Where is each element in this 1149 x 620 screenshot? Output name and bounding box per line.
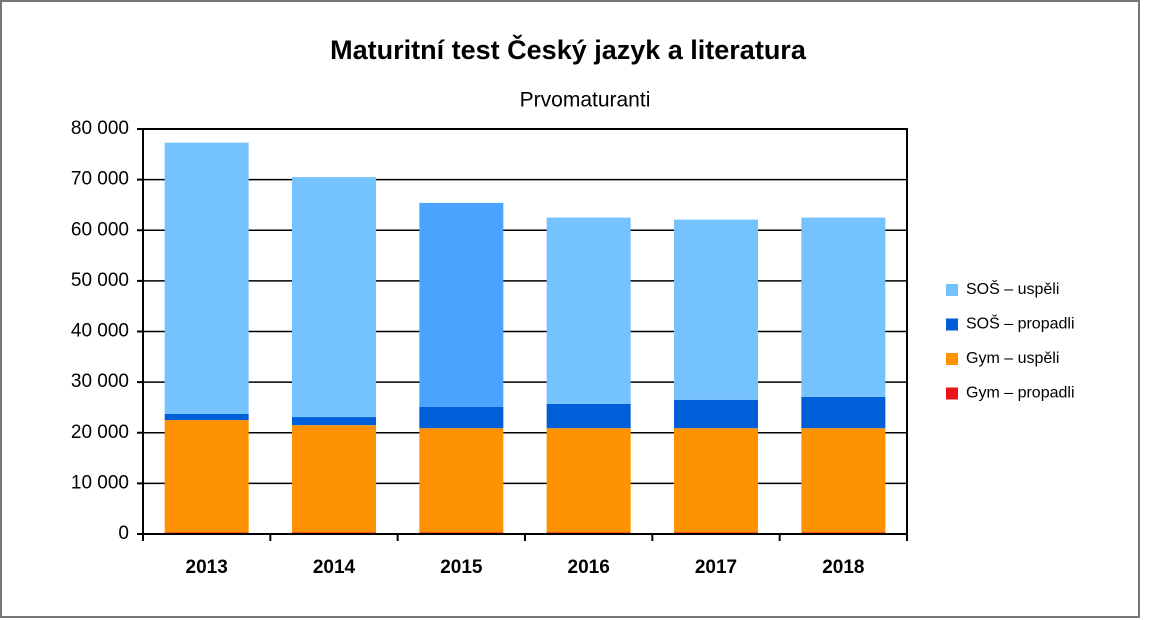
x-tick-label: 2017 <box>695 557 737 578</box>
bar-segment <box>674 219 758 400</box>
bar-segment <box>546 403 631 429</box>
x-tick-label: 2018 <box>822 557 864 578</box>
y-tick-label: 30 000 <box>71 371 129 392</box>
bar-segment <box>801 396 886 429</box>
legend-swatch <box>946 284 958 296</box>
y-tick-label: 80 000 <box>71 118 129 139</box>
legend-swatch <box>946 318 958 331</box>
x-tick-label: 2014 <box>313 557 356 578</box>
y-tick-label: 40 000 <box>71 321 129 342</box>
legend-label: SOŠ – propadli <box>966 314 1075 333</box>
y-tick-label: 10 000 <box>71 472 129 493</box>
bar-segment <box>674 399 758 429</box>
legend-swatch <box>946 387 958 400</box>
bar-segment <box>164 414 249 421</box>
y-tick-label: 60 000 <box>71 219 129 240</box>
y-tick-label: 50 000 <box>71 270 129 291</box>
y-tick-label: 0 <box>118 523 129 544</box>
bar-segment <box>546 428 631 533</box>
bar-segment <box>801 217 886 397</box>
bar-segment <box>292 425 376 533</box>
legend-label: SOŠ – uspěli <box>966 279 1059 298</box>
bar-segment <box>546 217 631 404</box>
legend-swatch <box>946 353 958 365</box>
chart-title: Maturitní test Český jazyk a literatura <box>330 34 807 65</box>
bar-segment <box>419 406 504 429</box>
legend-label: Gym – propadli <box>966 385 1075 402</box>
bar-segment <box>419 428 504 533</box>
x-tick-label: 2013 <box>186 557 228 578</box>
bar-segment <box>164 142 249 415</box>
x-tick-label: 2015 <box>440 557 483 578</box>
bar-segment <box>419 202 504 407</box>
chart-subtitle: Prvomaturanti <box>520 89 651 112</box>
bar-segment <box>674 428 758 533</box>
y-tick-label: 70 000 <box>71 169 129 190</box>
bar-segment <box>292 177 376 418</box>
y-tick-label: 20 000 <box>71 422 129 443</box>
bar-segment <box>292 417 376 426</box>
x-tick-label: 2016 <box>568 557 610 578</box>
bar-segment <box>801 428 886 533</box>
legend-label: Gym – uspěli <box>966 350 1059 367</box>
bar-segment <box>164 420 249 533</box>
